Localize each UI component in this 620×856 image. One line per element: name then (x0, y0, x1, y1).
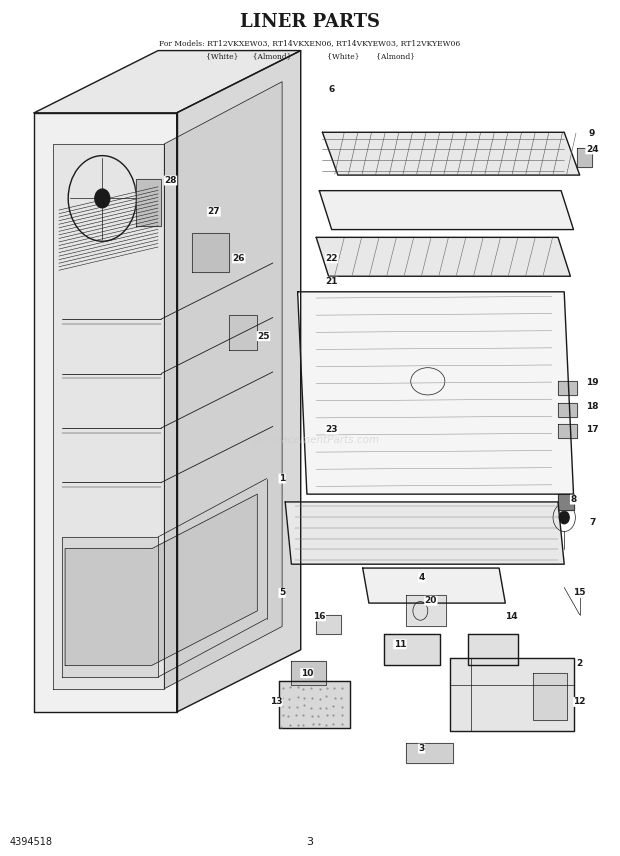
Polygon shape (406, 595, 446, 627)
Text: 18: 18 (586, 401, 598, 411)
Text: 20: 20 (425, 597, 437, 605)
Text: 9: 9 (589, 129, 595, 139)
Circle shape (95, 189, 110, 208)
Polygon shape (558, 494, 574, 509)
Text: 16: 16 (313, 612, 326, 621)
Circle shape (559, 511, 569, 524)
Text: LINER PARTS: LINER PARTS (240, 13, 380, 31)
Text: 26: 26 (232, 254, 245, 263)
Text: 14: 14 (505, 612, 518, 621)
Polygon shape (136, 179, 161, 226)
Polygon shape (177, 51, 301, 712)
Text: For Models: RT12VKXEW03, RT14VKXEN06, RT14VKYEW03, RT12VKYEW06: For Models: RT12VKXEW03, RT14VKXEN06, RT… (159, 39, 461, 47)
Text: 17: 17 (586, 425, 598, 434)
Polygon shape (62, 537, 158, 677)
Polygon shape (229, 315, 257, 350)
Polygon shape (53, 144, 164, 689)
Text: 4: 4 (418, 573, 425, 582)
Polygon shape (577, 148, 592, 167)
Text: 27: 27 (208, 207, 220, 217)
Text: 7: 7 (589, 519, 595, 527)
Text: 13: 13 (270, 698, 282, 706)
Polygon shape (279, 681, 350, 728)
Text: 4394518: 4394518 (9, 837, 52, 847)
Polygon shape (291, 662, 326, 685)
Polygon shape (319, 191, 574, 229)
Text: {White}      {Almond}               {White}       {Almond}: {White} {Almond} {White} {Almond} (205, 52, 415, 60)
Text: 12: 12 (574, 698, 586, 706)
Polygon shape (285, 502, 564, 564)
Text: 1: 1 (279, 474, 285, 483)
Polygon shape (65, 494, 257, 665)
Text: 11: 11 (394, 639, 406, 649)
Polygon shape (363, 568, 505, 603)
Polygon shape (34, 51, 301, 113)
Text: 28: 28 (164, 176, 177, 185)
Text: 2: 2 (577, 658, 583, 668)
Text: 10: 10 (301, 669, 313, 678)
Polygon shape (450, 657, 574, 732)
Polygon shape (406, 743, 453, 763)
Text: 24: 24 (586, 145, 598, 154)
Text: 8: 8 (570, 495, 577, 504)
Polygon shape (533, 673, 567, 720)
Text: 6: 6 (329, 85, 335, 94)
Polygon shape (322, 133, 580, 175)
Polygon shape (316, 237, 570, 276)
Polygon shape (164, 81, 282, 689)
Text: 23: 23 (326, 425, 338, 434)
Polygon shape (558, 424, 577, 438)
Text: 5: 5 (279, 588, 285, 597)
Polygon shape (316, 615, 341, 634)
Polygon shape (558, 381, 577, 395)
Text: 22: 22 (326, 254, 338, 263)
Polygon shape (192, 234, 229, 272)
Text: 3: 3 (306, 837, 314, 847)
Text: 19: 19 (586, 378, 598, 388)
Polygon shape (298, 292, 574, 494)
Polygon shape (558, 403, 577, 417)
Text: 21: 21 (326, 277, 338, 286)
Text: eReplacementParts.com: eReplacementParts.com (252, 435, 380, 444)
Text: 3: 3 (418, 744, 425, 753)
Text: 15: 15 (574, 588, 586, 597)
Text: 25: 25 (257, 331, 270, 341)
Polygon shape (34, 113, 177, 712)
Polygon shape (468, 634, 518, 665)
Polygon shape (384, 634, 440, 665)
